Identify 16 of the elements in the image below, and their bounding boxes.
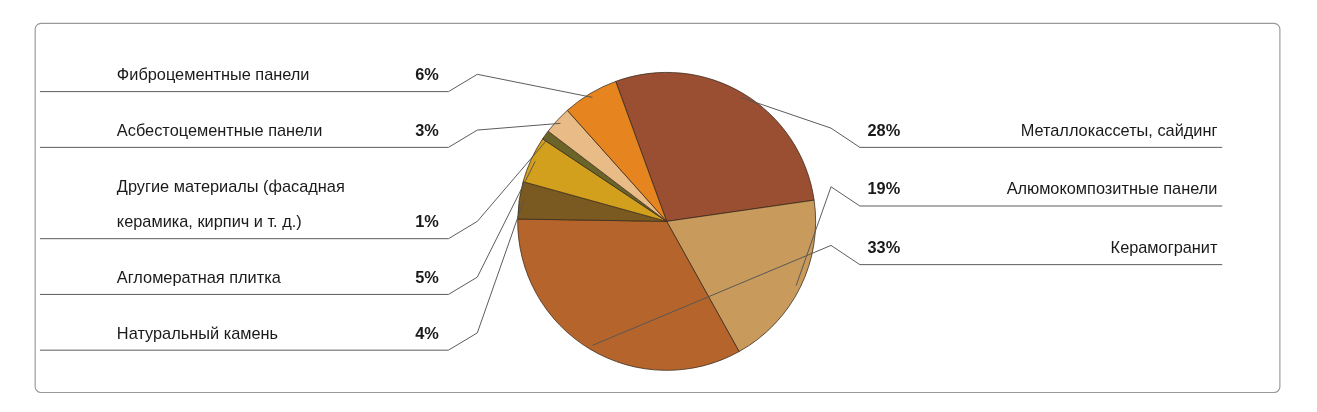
slice-label: Другие материалы (фасадная керамика, кирпич и т. д.)	[116, 176, 345, 231]
slice-label: Агломератная плитка	[116, 267, 282, 286]
slice-label: Фиброцементные панели	[116, 65, 310, 84]
data-label: 33%	[867, 238, 901, 257]
data-label: 6%	[415, 65, 440, 84]
data-label: 5%	[415, 267, 440, 286]
data-label: 1%	[415, 212, 440, 231]
data-label: 3%	[415, 120, 440, 139]
slice-label: Алюмокомпозитные панели	[1006, 179, 1218, 198]
slice-label: Керамогранит	[1110, 238, 1218, 257]
slice-label: Асбестоцементные панели	[116, 120, 323, 139]
data-label: 4%	[415, 323, 440, 342]
data-label: 28%	[867, 120, 901, 139]
slice-label: Металлокассеты, сайдинг	[1020, 120, 1218, 139]
slice-label: Натуральный камень	[116, 323, 279, 342]
data-label: 19%	[867, 179, 901, 198]
